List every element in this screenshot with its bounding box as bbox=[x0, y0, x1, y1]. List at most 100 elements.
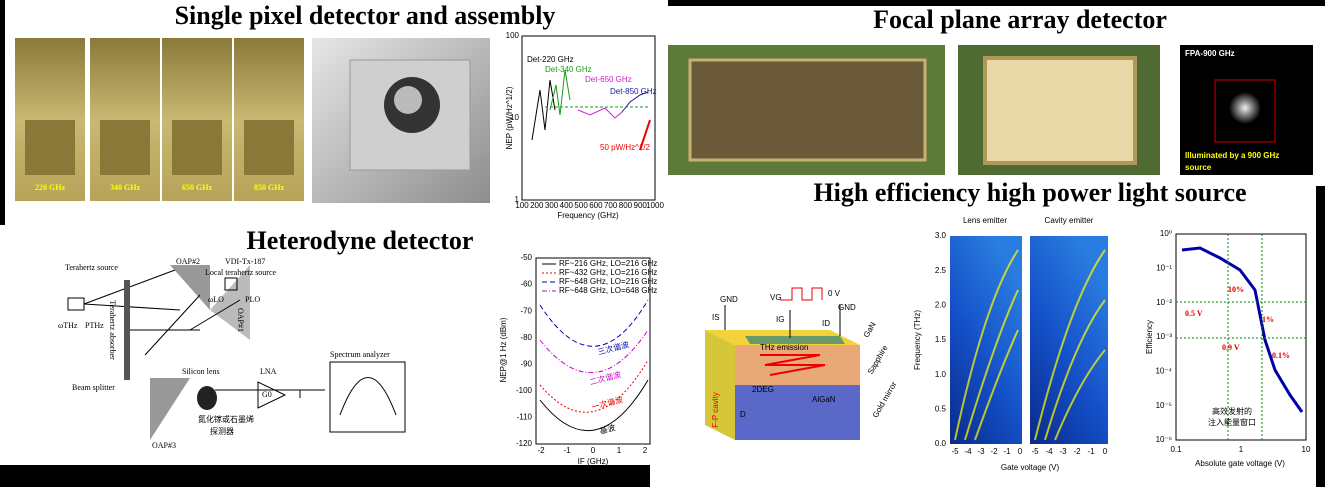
device-label: GND bbox=[720, 295, 738, 304]
guide bbox=[1176, 234, 1306, 440]
y-tick-label: -70 bbox=[520, 306, 532, 315]
panel-title: High efficiency high power light source bbox=[813, 178, 1246, 207]
x-tick-label: -1 bbox=[1003, 447, 1011, 456]
diagram-label: Local terahertz source bbox=[205, 268, 277, 277]
curve-label: 三次谐波 bbox=[596, 339, 629, 357]
y-tick-label: -110 bbox=[517, 413, 533, 422]
chip-pattern bbox=[172, 120, 222, 175]
layer bbox=[705, 330, 735, 440]
plot-frame bbox=[521, 35, 656, 201]
x-tick-label: -5 bbox=[1031, 447, 1039, 456]
diagram-label: PTHz bbox=[85, 321, 104, 330]
border bbox=[1316, 186, 1325, 487]
device-label: AlGaN bbox=[812, 395, 836, 404]
device-label: 0 V bbox=[828, 289, 841, 298]
x-label: Absolute gate voltage (V) bbox=[1195, 459, 1285, 468]
gate bbox=[745, 336, 845, 344]
border bbox=[0, 465, 650, 487]
border bbox=[668, 0, 1325, 6]
x-tick-label: 300 bbox=[545, 201, 559, 210]
curve-label: 基波 bbox=[598, 422, 616, 436]
device-label: VG bbox=[770, 293, 782, 302]
diagram-label: OAP#2 bbox=[176, 257, 200, 266]
x-tick-label: 1000 bbox=[646, 201, 664, 210]
analyzer bbox=[329, 361, 406, 433]
annotation: 注入能量窗口 bbox=[1208, 417, 1256, 427]
diagram-label: OAP#3 bbox=[152, 441, 176, 450]
device-label: Gold mirror bbox=[871, 380, 899, 419]
x-tick-label: -5 bbox=[951, 447, 959, 456]
mirror bbox=[170, 265, 210, 310]
device-label: F-P cavity bbox=[711, 392, 720, 427]
chip-label: 340 GHz bbox=[110, 183, 140, 192]
source-box bbox=[67, 297, 85, 311]
diagram-label: ωLO bbox=[208, 295, 224, 304]
mirror bbox=[210, 265, 250, 340]
y-tick-label: 10⁻⁶ bbox=[1156, 435, 1172, 444]
y-tick-label: -90 bbox=[520, 359, 532, 368]
curve bbox=[531, 79, 556, 141]
device-label: GaN bbox=[862, 320, 878, 339]
y-label: NEP (pW/Hz^1/2) bbox=[505, 86, 514, 149]
spot bbox=[1229, 92, 1261, 124]
curve bbox=[577, 107, 623, 119]
diagram-label: 氮化镓或石墨烯 bbox=[198, 414, 254, 424]
border bbox=[0, 0, 5, 225]
legend-entry: RF~648 GHz, LO=216 GHz bbox=[559, 277, 657, 286]
lo-box bbox=[224, 277, 238, 291]
device-label: IS bbox=[712, 313, 720, 322]
x-tick-label: -4 bbox=[1045, 447, 1053, 456]
curve-label: 二次谐波 bbox=[588, 369, 621, 387]
x-tick-label: -2 bbox=[537, 446, 545, 455]
image-label: FPA-900 GHz bbox=[1185, 49, 1235, 58]
mode bbox=[1034, 249, 1106, 441]
x-tick-label: 600 bbox=[589, 201, 603, 210]
roi bbox=[1214, 79, 1276, 143]
x-tick-label: 1 bbox=[617, 446, 622, 455]
annotation: 10% bbox=[1228, 285, 1244, 294]
y-tick-label: 0.5 bbox=[935, 404, 947, 413]
y-tick-label: 10⁰ bbox=[1160, 229, 1172, 238]
pulse bbox=[780, 287, 823, 301]
layer bbox=[735, 385, 860, 440]
x-tick-label: -4 bbox=[964, 447, 972, 456]
y-tick-label: 10⁻³ bbox=[1156, 332, 1172, 341]
annotation: Det-220 GHz bbox=[527, 55, 574, 64]
curve bbox=[539, 379, 649, 432]
diagram-label: Terahertz absorber bbox=[108, 300, 117, 360]
mode bbox=[954, 249, 1019, 441]
diagram-label: LNA bbox=[260, 367, 277, 376]
chip-photo bbox=[234, 38, 304, 201]
y-tick-label: 10 bbox=[510, 113, 519, 122]
photo bbox=[983, 56, 1137, 165]
emission bbox=[760, 354, 826, 376]
x-tick-label: 2 bbox=[643, 446, 648, 455]
x-tick-label: 200 bbox=[530, 201, 544, 210]
annotation: 1% bbox=[1262, 315, 1274, 324]
detector bbox=[197, 386, 217, 410]
device-label: Sapphire bbox=[866, 343, 890, 376]
plot-frame bbox=[535, 257, 651, 445]
y-tick-label: 2.5 bbox=[935, 266, 947, 275]
annotation: Det-850 GHz bbox=[610, 87, 657, 96]
x-tick-label: 0.1 bbox=[1170, 445, 1182, 454]
device-label: THz emission bbox=[760, 343, 808, 352]
diagram-label: Beam splitter bbox=[72, 383, 115, 392]
x-tick-label: -2 bbox=[1073, 447, 1081, 456]
x-tick-label: 900 bbox=[634, 201, 648, 210]
mirror bbox=[150, 378, 190, 440]
y-tick-label: 10⁻⁴ bbox=[1155, 366, 1172, 375]
y-label: Frequency (THz) bbox=[913, 310, 922, 370]
chip-label: 850 GHz bbox=[254, 183, 284, 192]
annotation: Det-650 GHz bbox=[585, 75, 632, 84]
y-label: NEP@1 Hz (dBm) bbox=[499, 317, 508, 382]
x-tick-label: 0 bbox=[591, 446, 596, 455]
legend-entry: RF~216 GHz, LO=216 GHz bbox=[559, 259, 657, 268]
chip-photo bbox=[90, 38, 160, 201]
x-tick-label: 10 bbox=[1302, 445, 1311, 454]
device bbox=[705, 287, 860, 440]
x-label: Gate voltage (V) bbox=[1001, 463, 1060, 472]
image-caption: Illuminated by a 900 GHz bbox=[1185, 151, 1279, 160]
device-label: GND bbox=[838, 303, 856, 312]
